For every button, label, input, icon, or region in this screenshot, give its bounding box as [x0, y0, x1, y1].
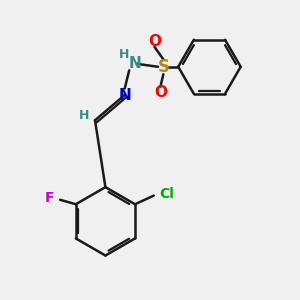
Text: N: N: [118, 88, 131, 103]
Text: H: H: [79, 109, 89, 122]
Text: O: O: [148, 34, 161, 49]
Text: Cl: Cl: [159, 187, 174, 201]
Text: H: H: [119, 48, 129, 61]
Text: S: S: [158, 58, 169, 76]
Text: O: O: [154, 85, 167, 100]
Text: F: F: [45, 191, 54, 205]
Text: N: N: [128, 56, 141, 71]
